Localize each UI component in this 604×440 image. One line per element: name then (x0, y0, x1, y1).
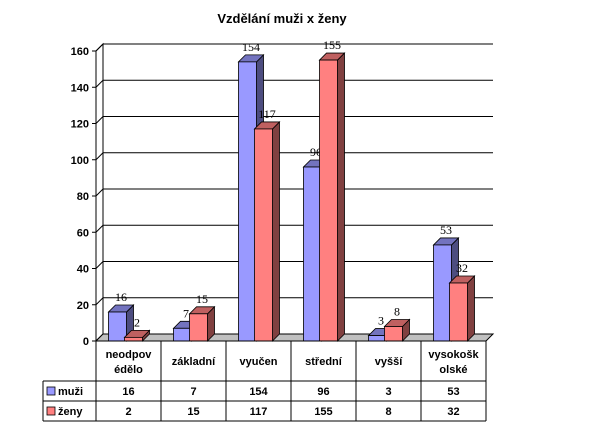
x-category-label: olské (439, 364, 467, 376)
x-category-label: édělo (114, 364, 143, 376)
legend-swatch (46, 406, 56, 416)
bar (123, 329, 151, 342)
table-cell: 32 (447, 406, 459, 418)
plot-area: 0 20 40 60 80 100 120 140 160 16 2 7 15 154 117 96 155 38… (71, 38, 495, 348)
bar-front (238, 61, 257, 342)
data-label: 155 (323, 38, 341, 52)
y-tick-label: 100 (71, 155, 89, 167)
x-category-label: neodpov (106, 349, 153, 361)
table-cell: 2 (125, 406, 131, 418)
bar-front (303, 166, 322, 342)
y-tick-label: 140 (71, 82, 89, 94)
bar (448, 275, 476, 342)
y-tick-label: 160 (71, 46, 89, 58)
chart-title: Vzdělání muži x ženy (217, 11, 347, 26)
x-category-label: střední (305, 356, 343, 368)
table-cell: 117 (250, 406, 268, 418)
table-cell: 155 (314, 406, 332, 418)
table-cell: 8 (385, 406, 391, 418)
bar-front (254, 128, 273, 342)
bar-front (433, 244, 452, 342)
data-label: 96 (310, 145, 322, 159)
bar-front (384, 326, 403, 342)
gridline-side (95, 297, 104, 306)
y-tick-label: 120 (71, 119, 89, 131)
data-label: 2 (134, 315, 140, 329)
legend-swatch (46, 386, 56, 396)
data-label: 16 (115, 290, 127, 304)
bar-front (189, 313, 208, 342)
data-label: 117 (258, 107, 276, 121)
gridline-side (95, 224, 104, 233)
legend-label: ženy (58, 406, 83, 418)
y-tick-label: 20 (77, 300, 89, 312)
data-label: 53 (440, 223, 452, 237)
bar (188, 305, 216, 342)
bar (318, 52, 346, 342)
table-cell: 3 (385, 386, 391, 398)
y-tick-label: 0 (83, 336, 89, 348)
x-category-label: vyšší (375, 356, 403, 368)
data-label: 3 (378, 314, 384, 328)
data-table: neodpov édělo základní vyučen střední vyšší vy… (42, 340, 487, 422)
bar (253, 120, 281, 342)
bar-front (449, 282, 468, 342)
bar (107, 304, 135, 342)
gridline-side (95, 43, 104, 52)
x-category-label: vyučen (240, 356, 278, 368)
y-tick-label: 80 (77, 191, 89, 203)
data-label: 154 (242, 40, 260, 54)
bar-front (124, 336, 143, 342)
y-tick-label: 60 (77, 227, 89, 239)
bar-front (173, 327, 192, 342)
bar-front (108, 311, 127, 342)
table-cell: 16 (122, 386, 134, 398)
y-tick-label: 40 (77, 264, 89, 276)
bar-side (467, 275, 475, 342)
gridline-side (95, 261, 104, 269)
data-label: 32 (456, 261, 468, 275)
bar-side (272, 120, 280, 342)
bar-front (319, 59, 338, 342)
table-cell: 154 (249, 386, 268, 398)
x-category-label: základní (172, 356, 216, 368)
data-label: 15 (196, 292, 208, 306)
bar (383, 318, 411, 342)
data-label: 7 (183, 306, 189, 320)
bar-front (368, 335, 387, 342)
bar-side (337, 52, 345, 342)
table-cell: 53 (447, 386, 459, 398)
data-label: 8 (394, 305, 400, 319)
legend-label: muži (58, 386, 83, 398)
x-category-label: vysokošk (428, 349, 479, 361)
table-cell: 7 (190, 386, 196, 398)
table-cell: 96 (317, 386, 329, 398)
table-cell: 15 (187, 406, 199, 418)
gridline-side (95, 152, 104, 161)
gridline-side (95, 116, 104, 124)
gridline-side (95, 79, 104, 88)
gridline-side (95, 188, 104, 197)
